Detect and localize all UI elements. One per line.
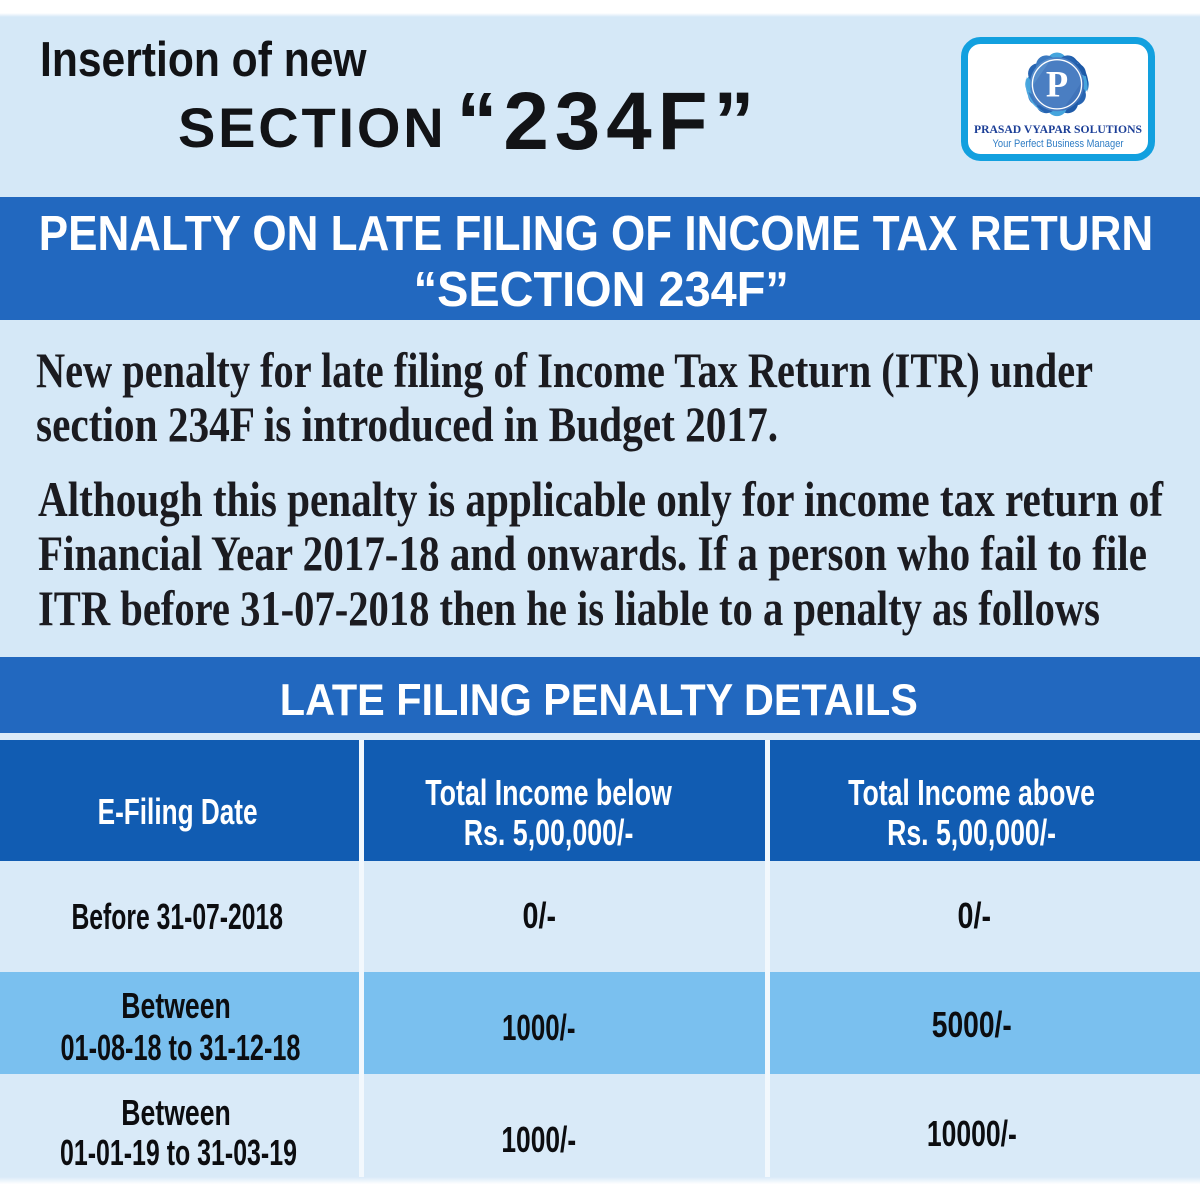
svg-text:P: P (1046, 64, 1068, 105)
svg-text:Your Perfect Business Manager: Your Perfect Business Manager (993, 138, 1124, 150)
svg-text:PRASAD VYAPAR SOLUTIONS: PRASAD VYAPAR SOLUTIONS (974, 124, 1142, 136)
